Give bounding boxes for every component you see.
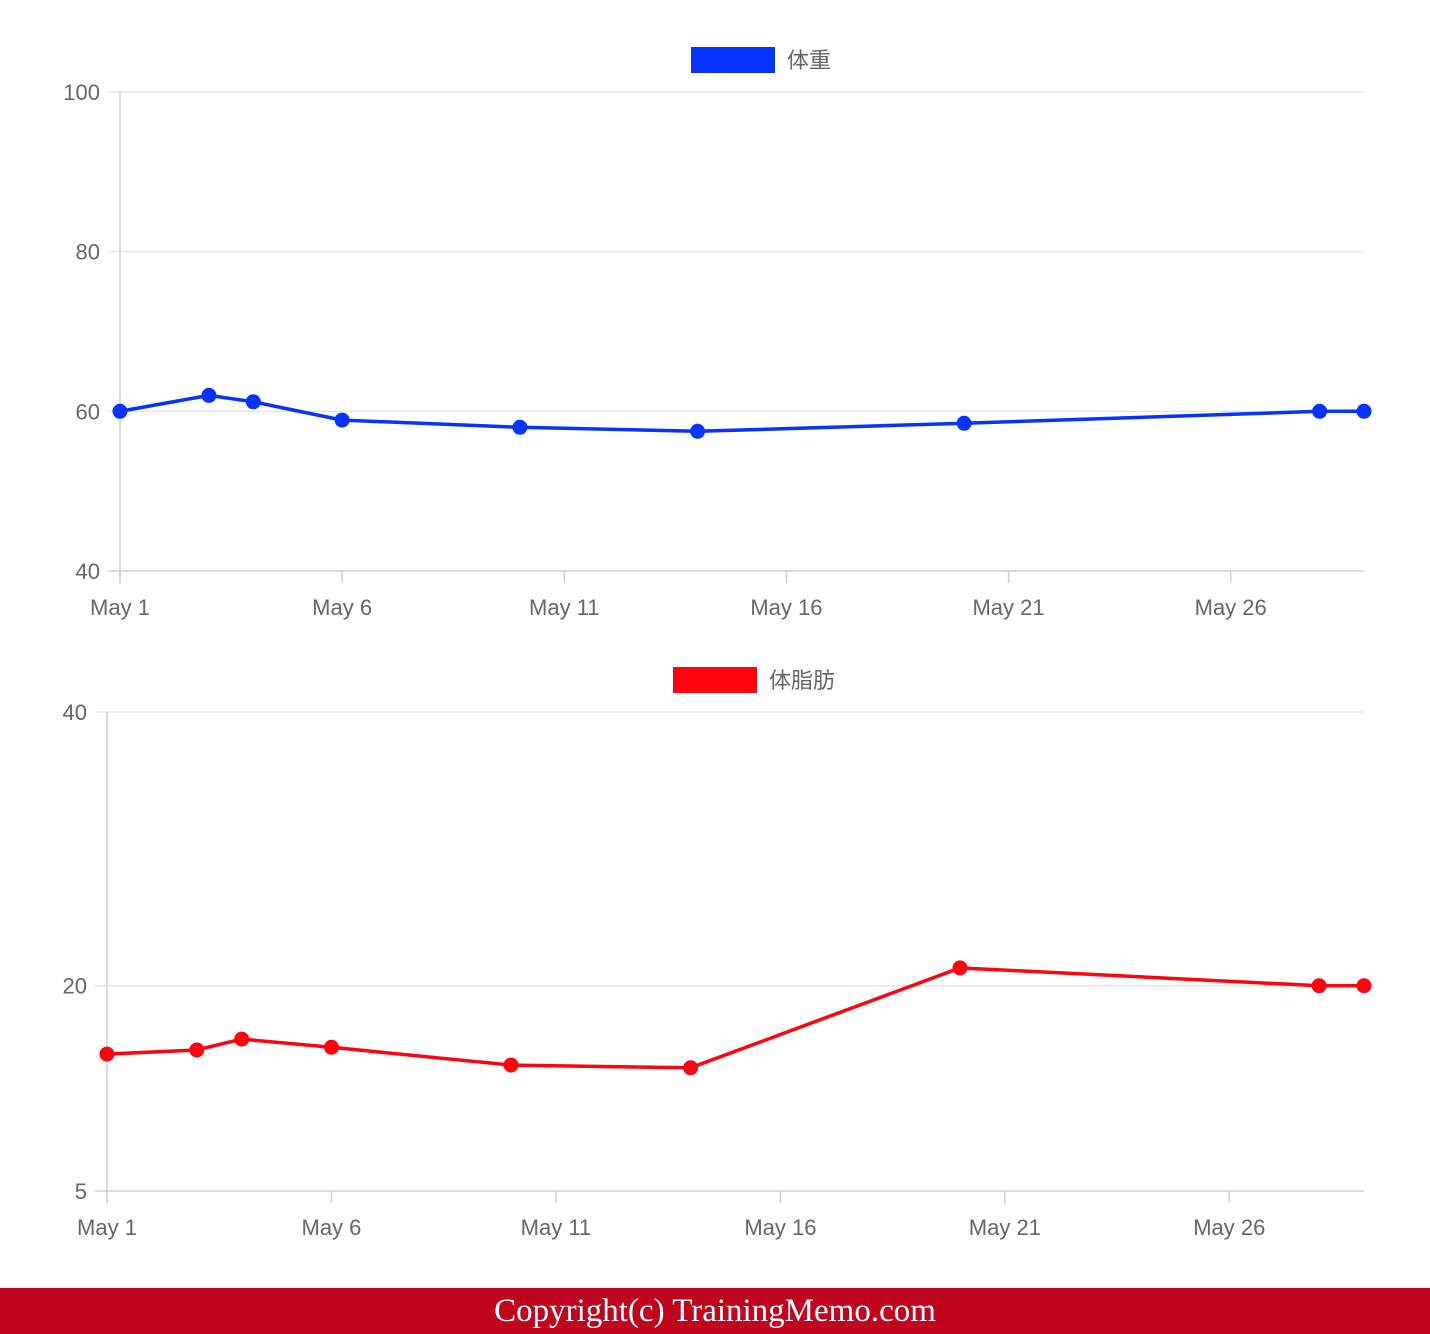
data-point bbox=[1311, 978, 1327, 994]
x-tick-label: May 21 bbox=[969, 1215, 1041, 1240]
data-point bbox=[189, 1042, 205, 1058]
data-point bbox=[234, 1031, 250, 1047]
data-point bbox=[1356, 978, 1372, 994]
y-tick-label: 40 bbox=[63, 700, 87, 725]
x-tick-label: May 6 bbox=[312, 595, 372, 620]
x-tick-label: May 1 bbox=[77, 1215, 137, 1240]
data-point bbox=[503, 1057, 519, 1073]
x-tick-label: May 16 bbox=[744, 1215, 816, 1240]
data-point bbox=[201, 387, 217, 403]
legend-label: 体脂肪 bbox=[769, 668, 835, 693]
chart-weight: 40 60 80 100 May 1 May 6 May 11 May 16 May 21 May… bbox=[63, 47, 1372, 620]
y-tick-label: 20 bbox=[63, 974, 87, 999]
y-tick-label: 40 bbox=[76, 559, 100, 584]
data-point bbox=[512, 419, 528, 435]
charts-canvas: 40 60 80 100 May 1 May 6 May 11 May 16 May 21 May… bbox=[63, 47, 1372, 1240]
x-tick-label: May 26 bbox=[1195, 595, 1267, 620]
x-tick-label: May 26 bbox=[1193, 1215, 1265, 1240]
legend-swatch bbox=[673, 667, 757, 693]
x-tick-label: May 1 bbox=[90, 595, 150, 620]
data-point bbox=[245, 394, 261, 410]
series-line bbox=[106, 966, 1364, 1070]
y-tick-label: 100 bbox=[63, 80, 100, 105]
chart-body-fat: 5 20 40 May 1 May 6 May 11 May 16 May 21 May 26 体… bbox=[63, 667, 1372, 1240]
data-point bbox=[683, 1060, 699, 1076]
footer-copyright: Copyright(c) TrainingMemo.com bbox=[0, 1288, 1430, 1334]
legend-swatch bbox=[691, 47, 775, 73]
legend-label: 体重 bbox=[787, 48, 831, 73]
series-line bbox=[119, 393, 1364, 434]
data-point bbox=[690, 423, 706, 439]
y-tick-label: 5 bbox=[75, 1179, 87, 1204]
data-point bbox=[1312, 403, 1328, 419]
data-point bbox=[112, 403, 128, 419]
x-tick-label: May 6 bbox=[302, 1215, 362, 1240]
data-point bbox=[956, 415, 972, 431]
data-point bbox=[1356, 403, 1372, 419]
x-tick-label: May 11 bbox=[521, 1215, 592, 1240]
y-tick-label: 60 bbox=[76, 399, 100, 424]
data-point bbox=[99, 1046, 115, 1062]
data-point bbox=[324, 1039, 339, 1055]
data-point bbox=[334, 412, 350, 428]
data-point bbox=[952, 960, 968, 976]
x-tick-label: May 16 bbox=[750, 595, 822, 620]
x-tick-label: May 21 bbox=[972, 595, 1044, 620]
y-tick-label: 80 bbox=[76, 240, 100, 265]
x-tick-label: May 11 bbox=[529, 595, 600, 620]
